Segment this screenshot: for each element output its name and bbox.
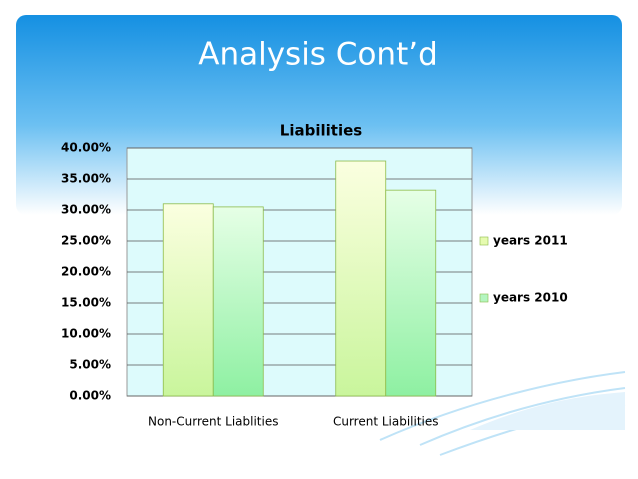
- legend-swatch: [479, 293, 489, 303]
- y-tick-label: 30.00%: [61, 203, 111, 217]
- wave-fill: [470, 392, 625, 430]
- bars: [162, 160, 437, 397]
- y-tick-label: 5.00%: [69, 358, 111, 372]
- y-tick-label: 15.00%: [61, 296, 111, 310]
- y-tick-label: 40.00%: [61, 141, 111, 155]
- bar: [162, 203, 214, 397]
- x-tick-label: Current Liabilities: [333, 415, 439, 429]
- labels: 0.00% 5.00% 10.00% 15.00% 20.00% 25.00% 30.00%…: [61, 141, 568, 429]
- y-tick-label: 20.00%: [61, 265, 111, 279]
- bar: [385, 189, 437, 397]
- bar: [335, 160, 387, 397]
- x-tick-label: Non-Current Liablities: [148, 415, 278, 429]
- y-tick-label: 25.00%: [61, 234, 111, 248]
- y-tick-label: 35.00%: [61, 172, 111, 186]
- bar: [212, 206, 264, 397]
- legend-label: years 2010: [493, 291, 568, 305]
- slide-title: Analysis Cont’d: [198, 37, 438, 73]
- y-tick-label: 0.00%: [69, 389, 111, 403]
- legend-label: years 2011: [493, 234, 568, 248]
- chart-title: Liabilities: [280, 122, 362, 140]
- legend-swatch: [479, 236, 489, 246]
- y-tick-label: 10.00%: [61, 327, 111, 341]
